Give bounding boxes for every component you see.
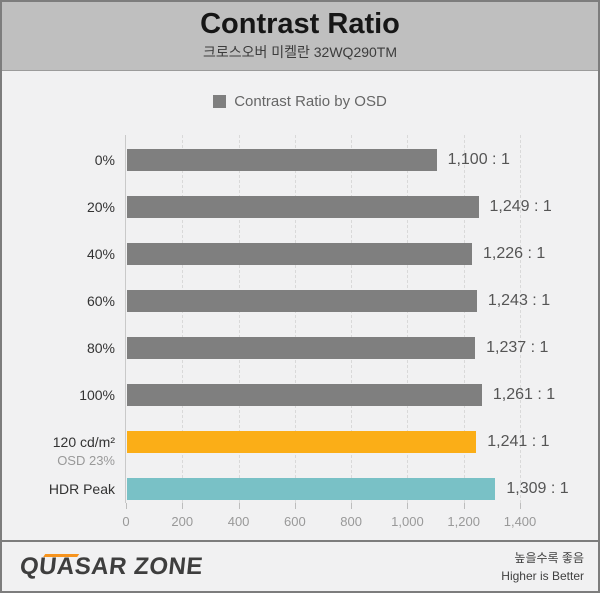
x-tick-label: 200 <box>171 514 194 529</box>
chart-title: Contrast Ratio <box>200 8 400 40</box>
plot-area: 0 200 400 600 800 1,000 1,200 1,400 0% 1,100 : 1 2… <box>49 135 569 529</box>
x-tick-label: 1,200 <box>447 514 480 529</box>
brand-logo: QUASAR ZONE <box>19 553 205 581</box>
x-tick-label: 0 <box>122 514 130 529</box>
category-label: 40% <box>86 246 115 262</box>
chart-header: Contrast Ratio 크로스오버 미켈란 32WQ290TM <box>2 2 598 71</box>
footer: QUASAR ZONE 높을수록 좋음 Higher is Better <box>2 540 598 591</box>
gridline <box>182 135 184 503</box>
bar <box>127 290 477 312</box>
value-label: 1,241 : 1 <box>487 433 550 450</box>
category-label: 20% <box>86 199 115 215</box>
x-tick-label: 600 <box>283 514 306 529</box>
legend-swatch-icon <box>213 95 227 108</box>
x-tick-label: 800 <box>340 514 362 529</box>
category-label: 100% <box>79 387 115 403</box>
footer-note-korean: 높을수록 좋음 <box>514 550 584 565</box>
axis-tick <box>407 503 409 509</box>
brand-logo-accent-icon <box>43 553 80 557</box>
bar <box>127 196 479 218</box>
x-tick-label: 1,000 <box>391 514 424 529</box>
category-label: 60% <box>86 293 115 309</box>
value-label: 1,249 : 1 <box>489 198 552 215</box>
bar <box>127 384 482 406</box>
gridline <box>238 135 240 503</box>
value-label: 1,100 : 1 <box>447 151 510 168</box>
axis-tick <box>294 503 296 509</box>
axis-tick <box>182 503 184 509</box>
axis-tick <box>463 503 465 509</box>
bar <box>127 478 496 500</box>
bar <box>127 243 473 265</box>
legend: Contrast Ratio by OSD <box>2 93 598 110</box>
footer-note: 높을수록 좋음 Higher is Better <box>501 549 584 585</box>
gridline <box>463 135 465 503</box>
axis-tick <box>238 503 240 509</box>
axis-tick <box>520 503 521 509</box>
footer-note-english: Higher is Better <box>501 568 584 583</box>
gridline <box>294 135 296 503</box>
axis-tick <box>126 503 127 509</box>
axis-tick <box>351 503 353 509</box>
gridline <box>520 135 521 503</box>
value-label: 1,243 : 1 <box>487 292 551 309</box>
category-label: 80% <box>86 340 115 356</box>
gridline <box>407 135 409 503</box>
bar <box>127 431 477 453</box>
value-label: 1,226 : 1 <box>483 245 546 262</box>
chart-subtitle: 크로스오버 미켈란 32WQ290TM <box>202 44 398 60</box>
bar <box>127 337 476 359</box>
bar <box>127 149 437 171</box>
value-label: 1,261 : 1 <box>492 386 556 403</box>
value-label: 1,309 : 1 <box>506 480 569 497</box>
category-label: 120 cd/m² OSD 23% <box>5 431 115 469</box>
x-tick-label: 400 <box>227 514 250 529</box>
value-label: 1,237 : 1 <box>486 339 549 356</box>
gridline <box>351 135 353 503</box>
category-label: HDR Peak <box>48 481 115 497</box>
category-label: 0% <box>94 152 115 168</box>
category-sublabel: OSD 23% <box>57 453 115 468</box>
x-tick-label: 1,400 <box>503 514 537 529</box>
legend-label: Contrast Ratio by OSD <box>234 93 387 110</box>
